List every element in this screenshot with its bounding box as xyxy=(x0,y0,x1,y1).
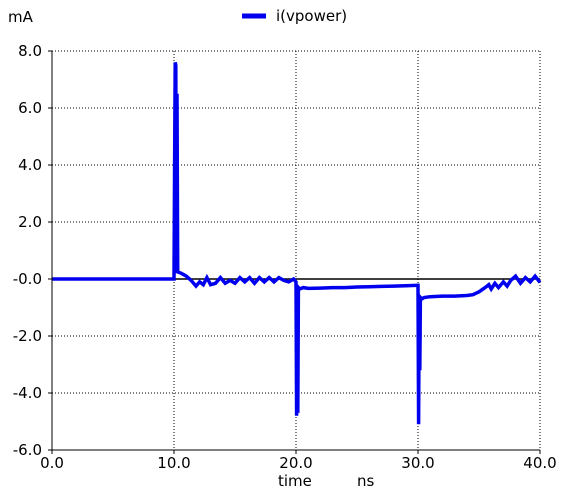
legend-entry-label: i(vpower) xyxy=(276,7,347,25)
label-layer: 0.0 10.0 20.0 30.0 40.0 8.0 6.0 4.0 2.0 -0.0 -2.0 -… xyxy=(13,42,557,472)
y-tick-label-2: 4.0 xyxy=(18,156,42,174)
y-tick-label-3: 2.0 xyxy=(18,213,42,231)
y-tick-label-5: -2.0 xyxy=(13,327,42,345)
series-line-0 xyxy=(52,62,542,425)
axis-layer xyxy=(48,50,541,454)
x-tick-label-4: 40.0 xyxy=(523,454,556,472)
y-tick-label-7: -6.0 xyxy=(13,441,42,459)
legend: i(vpower) xyxy=(242,7,347,25)
x-tick-label-3: 30.0 xyxy=(401,454,434,472)
y-unit-label: mA xyxy=(8,8,34,26)
x-tick-label-2: 20.0 xyxy=(279,454,312,472)
y-tick-label-0: 8.0 xyxy=(18,42,42,60)
x-tick-label-0: 0.0 xyxy=(40,454,64,472)
y-tick-label-4: -0.0 xyxy=(13,270,42,288)
series-layer xyxy=(52,62,542,425)
y-tick-label-6: -4.0 xyxy=(13,384,42,402)
x-unit-label: ns xyxy=(357,472,375,490)
y-tick-label-1: 6.0 xyxy=(18,99,42,117)
x-tick-label-1: 10.0 xyxy=(157,454,190,472)
x-axis-label: time xyxy=(278,472,312,490)
